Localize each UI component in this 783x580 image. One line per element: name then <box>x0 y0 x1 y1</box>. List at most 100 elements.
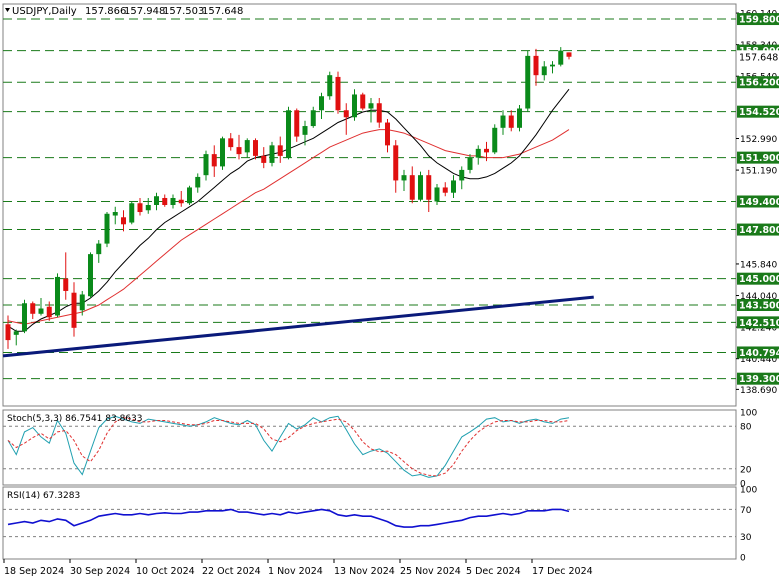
level-label-box <box>737 272 779 285</box>
candle-body <box>360 94 366 109</box>
level-label-box <box>737 346 779 359</box>
candle <box>294 108 300 142</box>
support-resistance-levels <box>3 18 736 380</box>
rsi-tick-label: 0 <box>740 554 746 564</box>
candle-body <box>269 145 275 163</box>
candle <box>327 71 333 100</box>
candle <box>253 138 258 160</box>
candle <box>360 92 366 111</box>
candle <box>195 173 201 193</box>
candle-body <box>368 103 374 109</box>
rsi-tick-label: 100 <box>740 486 757 496</box>
candle-body <box>30 303 36 314</box>
candle-body <box>137 203 143 213</box>
candle-body <box>253 140 258 156</box>
candle-body <box>220 138 225 167</box>
candle <box>376 97 382 128</box>
candle <box>13 329 19 346</box>
candle <box>38 297 44 316</box>
candle <box>343 103 349 135</box>
candle <box>22 299 27 334</box>
candle <box>104 212 110 248</box>
candle-body <box>525 55 531 109</box>
date-axis: 18 Sep 2024 30 Sep 2024 10 Oct 2024 22 Oct … <box>3 559 593 577</box>
symbol-title: USDJPY,Daily <box>12 6 77 17</box>
level-label-box <box>737 195 779 208</box>
candle <box>459 166 465 190</box>
candle <box>566 52 572 60</box>
candle-body <box>533 55 539 76</box>
candle <box>211 145 217 177</box>
candle-body <box>277 145 283 156</box>
candle <box>88 252 93 298</box>
candle-body <box>170 197 176 205</box>
level-label-text: 156.200 <box>739 78 783 89</box>
candle-body <box>79 294 85 311</box>
candle <box>228 133 234 151</box>
candle <box>492 124 498 155</box>
price-tick-label: 142.240 <box>740 324 777 334</box>
candle <box>154 192 159 211</box>
candle-body <box>228 138 234 148</box>
candle <box>145 197 151 214</box>
candle <box>178 190 184 207</box>
stoch-title: Stoch(5,3,3) 86.7541 83.8633 <box>7 414 142 424</box>
trendline-layer <box>2 295 594 358</box>
candle-body <box>63 278 69 291</box>
candle-body <box>517 108 522 128</box>
candle <box>368 97 374 123</box>
slow-moving-average-line <box>7 129 570 325</box>
candle <box>418 171 423 202</box>
level-label-text: 147.800 <box>739 225 783 236</box>
candle <box>79 290 85 316</box>
current-price-label: 157.648 <box>739 52 778 63</box>
ohlc-open: 157.866 <box>85 6 126 17</box>
rsi-panel: 100 70 30 0 <box>3 486 757 564</box>
candle <box>220 136 225 170</box>
candle-body <box>319 96 324 111</box>
trendline <box>2 295 594 358</box>
candle <box>162 194 168 207</box>
stochastic-panel: 100 80 20 0 <box>3 409 757 490</box>
candle <box>434 183 440 205</box>
candle <box>244 138 250 158</box>
candle-body <box>500 115 506 128</box>
date-tick-label: 5 Dec 2024 <box>466 566 521 577</box>
price-tick-label: 140.440 <box>740 355 777 365</box>
candle <box>121 210 126 232</box>
candle-body <box>467 157 473 170</box>
level-label-text: 143.500 <box>739 301 783 312</box>
candle <box>335 71 341 114</box>
candle-body <box>393 145 399 181</box>
level-label-text: 142.510 <box>739 318 783 329</box>
level-label-text: 145.000 <box>739 274 783 285</box>
candle-body <box>442 187 448 193</box>
candle <box>500 110 506 135</box>
candle-body <box>475 148 481 158</box>
date-tick-label: 30 Sep 2024 <box>70 566 130 577</box>
ohlc-high: 157.948 <box>124 6 165 17</box>
price-tick-label: 138.690 <box>740 386 777 396</box>
price-tick-label: 151.190 <box>740 167 777 177</box>
candle <box>30 301 36 320</box>
candle <box>558 47 564 67</box>
candle <box>467 154 473 174</box>
rsi-panel-frame <box>2 486 737 560</box>
stoch-tick-label: 80 <box>740 423 752 433</box>
candle-body <box>5 324 11 341</box>
candle <box>277 136 283 163</box>
candle <box>393 140 399 193</box>
candle-body <box>145 205 151 211</box>
price-tick-label: 152.990 <box>740 135 777 145</box>
candle-body <box>46 306 52 318</box>
price-tick-label: 145.840 <box>740 260 777 270</box>
candle <box>203 150 209 181</box>
level-price-labels: 159.800158.000156.200154.520151.900149.4… <box>736 13 783 385</box>
rsi-tick-label: 30 <box>740 533 752 543</box>
stoch-d-line <box>7 417 570 477</box>
candle <box>426 169 432 213</box>
candle <box>112 206 118 225</box>
stoch-tick-label: 100 <box>740 409 757 419</box>
candle-body <box>121 217 126 225</box>
